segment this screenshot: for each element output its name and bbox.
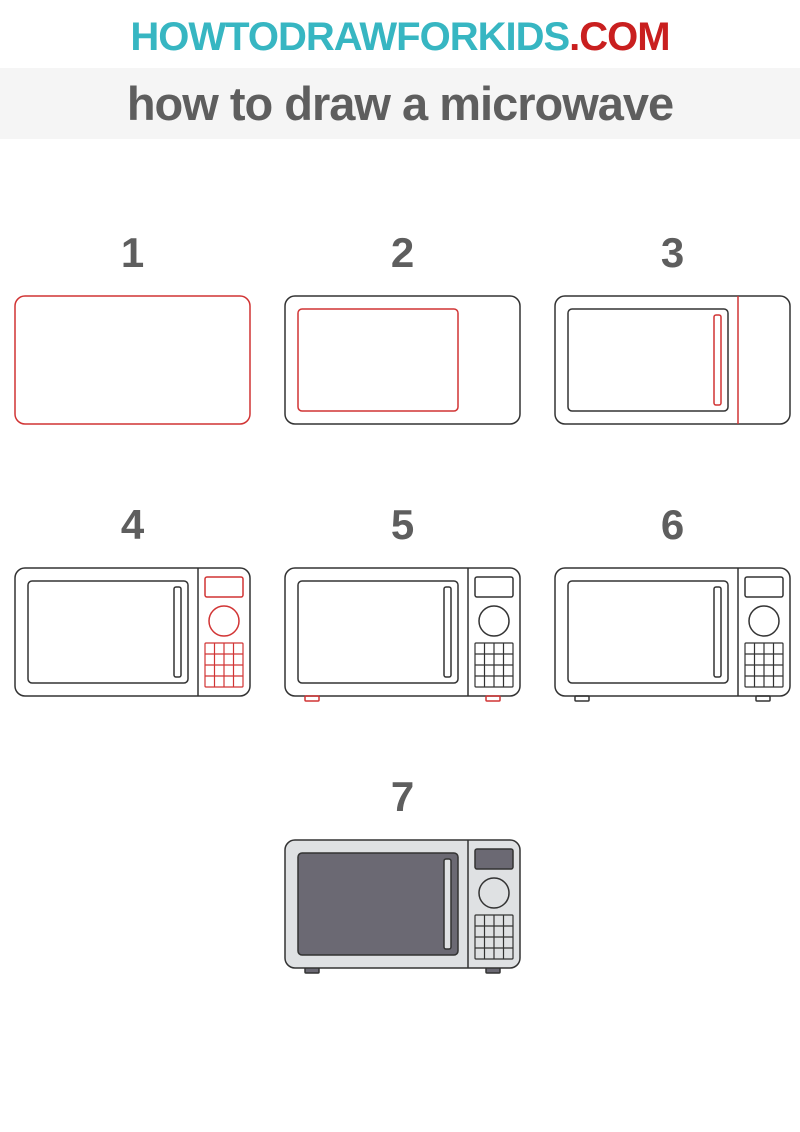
step-number: 7 bbox=[391, 773, 414, 821]
drawing-4 bbox=[10, 563, 255, 703]
step-number: 4 bbox=[121, 501, 144, 549]
drawing-1 bbox=[10, 291, 255, 431]
step-4: 4 bbox=[10, 501, 255, 703]
site-logo: HOWTODRAWFORKIDS.COM bbox=[0, 0, 800, 68]
step-1: 1 bbox=[10, 229, 255, 431]
step-2: 2 bbox=[280, 229, 525, 431]
drawing-6 bbox=[550, 563, 795, 703]
logo-teal: HOWTODRAWFORKIDS bbox=[130, 15, 569, 59]
drawing-5 bbox=[280, 563, 525, 703]
step-number: 2 bbox=[391, 229, 414, 277]
step-6: 6 bbox=[550, 501, 795, 703]
page-title: How to Draw a Microwave bbox=[0, 76, 800, 131]
step-number: 6 bbox=[661, 501, 684, 549]
step-7: 7 bbox=[280, 773, 525, 975]
drawing-2 bbox=[280, 291, 525, 431]
step-number: 1 bbox=[121, 229, 144, 277]
step-number: 3 bbox=[661, 229, 684, 277]
logo-red: .COM bbox=[569, 15, 669, 59]
drawing-3 bbox=[550, 291, 795, 431]
step-3: 3 bbox=[550, 229, 795, 431]
page-title-bar: How to Draw a Microwave bbox=[0, 68, 800, 139]
step-number: 5 bbox=[391, 501, 414, 549]
drawing-7 bbox=[280, 835, 525, 975]
steps-grid: 1 2 3 bbox=[0, 229, 800, 975]
step-5: 5 bbox=[280, 501, 525, 703]
